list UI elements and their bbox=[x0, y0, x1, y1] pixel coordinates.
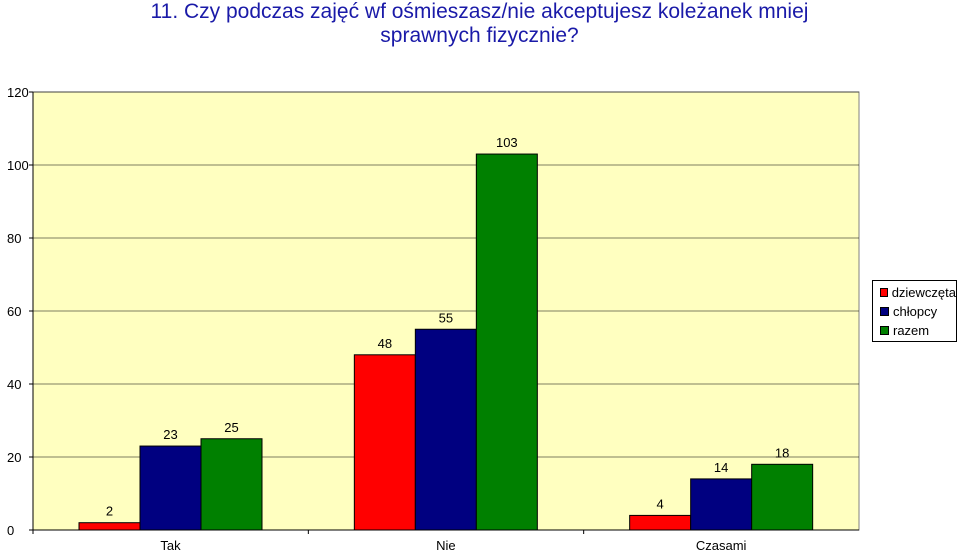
legend-swatch-razem bbox=[880, 326, 889, 335]
legend-label-chlopcy: chłopcy bbox=[893, 304, 938, 319]
data-label: 14 bbox=[714, 460, 728, 475]
y-tick-label: 40 bbox=[7, 377, 21, 392]
x-tick-label: Tak bbox=[160, 538, 181, 551]
bar bbox=[139, 445, 202, 531]
data-label: 55 bbox=[439, 310, 453, 325]
bar bbox=[78, 522, 141, 531]
y-tick-label: 20 bbox=[7, 450, 21, 465]
legend-label-razem: razem bbox=[893, 323, 930, 338]
y-tick-label: 0 bbox=[7, 523, 14, 538]
y-tick-label: 100 bbox=[7, 158, 29, 173]
data-label: 103 bbox=[496, 135, 518, 150]
bar bbox=[629, 514, 692, 531]
legend: dziewczęta chłopcy razem bbox=[872, 280, 957, 342]
legend-item-razem: razem bbox=[873, 321, 956, 340]
chart-title-line-1: 11. Czy podczas zajęć wf ośmieszasz/nie … bbox=[150, 0, 809, 23]
legend-item-dziewczeta: dziewczęta bbox=[873, 283, 956, 302]
bar bbox=[200, 438, 263, 531]
legend-swatch-dziewczeta bbox=[880, 288, 888, 297]
x-tick-label: Nie bbox=[436, 538, 456, 551]
data-label: 4 bbox=[657, 496, 664, 511]
bar bbox=[751, 463, 814, 531]
data-label: 23 bbox=[163, 427, 177, 442]
chart-title-line-2: sprawnych fizycznie? bbox=[380, 24, 579, 47]
data-label: 2 bbox=[106, 504, 113, 519]
bar bbox=[414, 328, 477, 531]
data-label: 25 bbox=[224, 420, 238, 435]
data-label: 18 bbox=[775, 445, 789, 460]
legend-label-dziewczeta: dziewczęta bbox=[891, 285, 956, 300]
bar bbox=[690, 478, 753, 531]
bar bbox=[353, 354, 416, 531]
legend-swatch-chlopcy bbox=[880, 307, 889, 316]
y-tick-label: 60 bbox=[7, 304, 21, 319]
x-tick-label: Czasami bbox=[696, 538, 747, 551]
legend-item-chlopcy: chłopcy bbox=[873, 302, 956, 321]
y-tick-label: 120 bbox=[7, 85, 29, 100]
chart-title: 11. Czy podczas zajęć wf ośmieszasz/nie … bbox=[0, 0, 959, 48]
data-label: 48 bbox=[378, 336, 392, 351]
bar bbox=[475, 153, 538, 531]
y-tick-label: 80 bbox=[7, 231, 21, 246]
